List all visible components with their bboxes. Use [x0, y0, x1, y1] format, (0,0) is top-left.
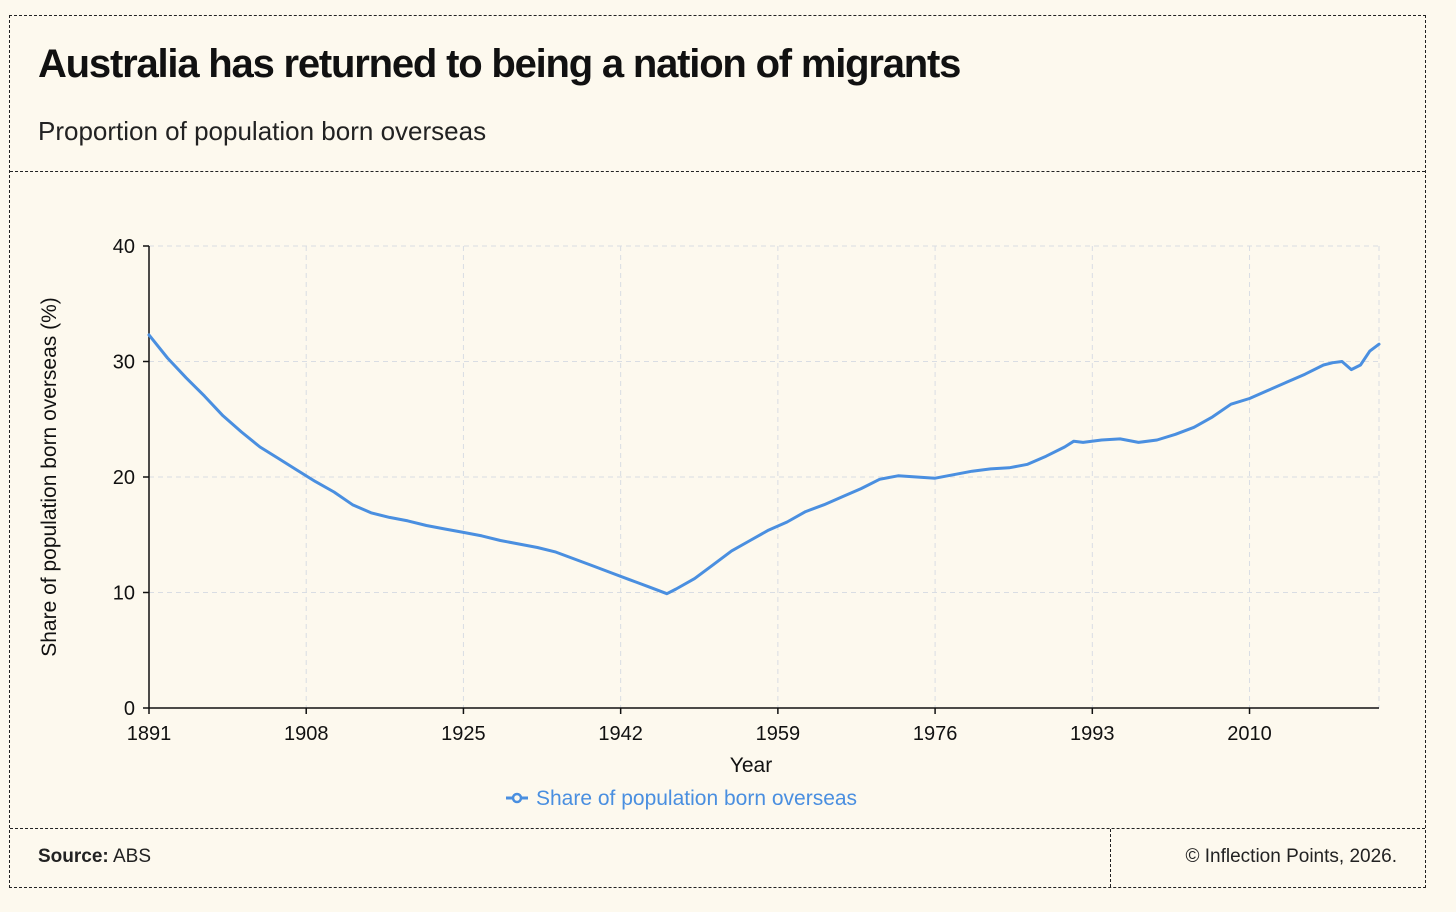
y-tick-label: 10 [113, 583, 135, 605]
x-tick-label: 1908 [284, 723, 329, 745]
x-tick-label: 1891 [127, 723, 172, 745]
y-tick-label: 40 [113, 236, 135, 258]
x-tick-label: 1925 [441, 723, 486, 745]
series-line [147, 333, 1381, 596]
legend-label: Share of population born overseas [536, 787, 857, 810]
y-axis-title: Share of population born overseas (%) [38, 297, 61, 657]
x-tick-label: 1959 [756, 723, 801, 745]
chart-subtitle: Proportion of population born overseas [38, 116, 487, 146]
chart-footer: Source: ABS © Inflection Points, 2026. [10, 828, 1425, 887]
chart-frame: Australia has returned to being a nation… [9, 15, 1426, 888]
y-tick-label: 20 [113, 467, 135, 489]
x-tick-label: 2010 [1227, 723, 1272, 745]
chart-title: Australia has returned to being a nation… [38, 42, 961, 86]
x-tick-label: 1942 [598, 723, 643, 745]
x-axis-title: Year [730, 754, 772, 777]
chart-area: 0 10 20 30 40 1891 1908 1925 1942 1959 1976 1993 201… [10, 172, 1425, 829]
source-note: Source: ABS [38, 846, 151, 868]
y-tick-label: 30 [113, 352, 135, 374]
y-tick-label: 0 [124, 698, 135, 720]
x-tick-label: 1976 [913, 723, 958, 745]
source-label: Source: [38, 846, 109, 867]
x-tick-label: 1993 [1070, 723, 1115, 745]
line-chart: 0 10 20 30 40 1891 1908 1925 1942 1959 1976 1993 201… [38, 236, 1381, 810]
chart-header: Australia has returned to being a nation… [10, 16, 1425, 172]
legend-marker-icon [511, 792, 523, 804]
source-value: ABS [112, 846, 152, 867]
footer-divider [1110, 829, 1111, 887]
copyright-note: © Inflection Points, 2026. [1185, 846, 1397, 867]
